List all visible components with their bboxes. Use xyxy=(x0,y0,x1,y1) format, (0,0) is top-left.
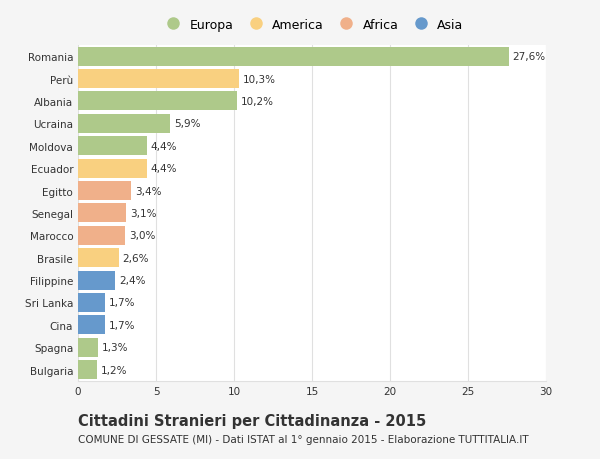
Bar xyxy=(78,70,239,89)
Text: 4,4%: 4,4% xyxy=(151,141,177,151)
Bar xyxy=(78,159,146,178)
Text: 10,3%: 10,3% xyxy=(242,74,275,84)
Bar xyxy=(78,92,237,111)
Bar xyxy=(78,182,131,201)
Text: 3,4%: 3,4% xyxy=(135,186,161,196)
Bar xyxy=(78,293,104,312)
Bar xyxy=(78,115,170,134)
Text: 1,7%: 1,7% xyxy=(109,298,135,308)
Legend: Europa, America, Africa, Asia: Europa, America, Africa, Asia xyxy=(161,19,463,32)
Bar xyxy=(78,338,98,357)
Text: 1,2%: 1,2% xyxy=(101,365,127,375)
Bar xyxy=(78,249,119,268)
Text: 4,4%: 4,4% xyxy=(151,164,177,174)
Bar xyxy=(78,204,127,223)
Text: 27,6%: 27,6% xyxy=(512,52,545,62)
Bar xyxy=(78,360,97,379)
Text: Cittadini Stranieri per Cittadinanza - 2015: Cittadini Stranieri per Cittadinanza - 2… xyxy=(78,413,426,428)
Bar xyxy=(78,137,146,156)
Bar xyxy=(78,316,104,335)
Text: 2,6%: 2,6% xyxy=(122,253,149,263)
Bar xyxy=(78,48,509,67)
Text: 10,2%: 10,2% xyxy=(241,97,274,107)
Text: 1,3%: 1,3% xyxy=(102,342,128,353)
Text: 2,4%: 2,4% xyxy=(119,275,146,285)
Text: 1,7%: 1,7% xyxy=(109,320,135,330)
Text: 5,9%: 5,9% xyxy=(174,119,200,129)
Text: 3,0%: 3,0% xyxy=(128,231,155,241)
Bar xyxy=(78,226,125,245)
Text: 3,1%: 3,1% xyxy=(130,208,157,218)
Text: COMUNE DI GESSATE (MI) - Dati ISTAT al 1° gennaio 2015 - Elaborazione TUTTITALIA: COMUNE DI GESSATE (MI) - Dati ISTAT al 1… xyxy=(78,434,529,444)
Bar xyxy=(78,271,115,290)
